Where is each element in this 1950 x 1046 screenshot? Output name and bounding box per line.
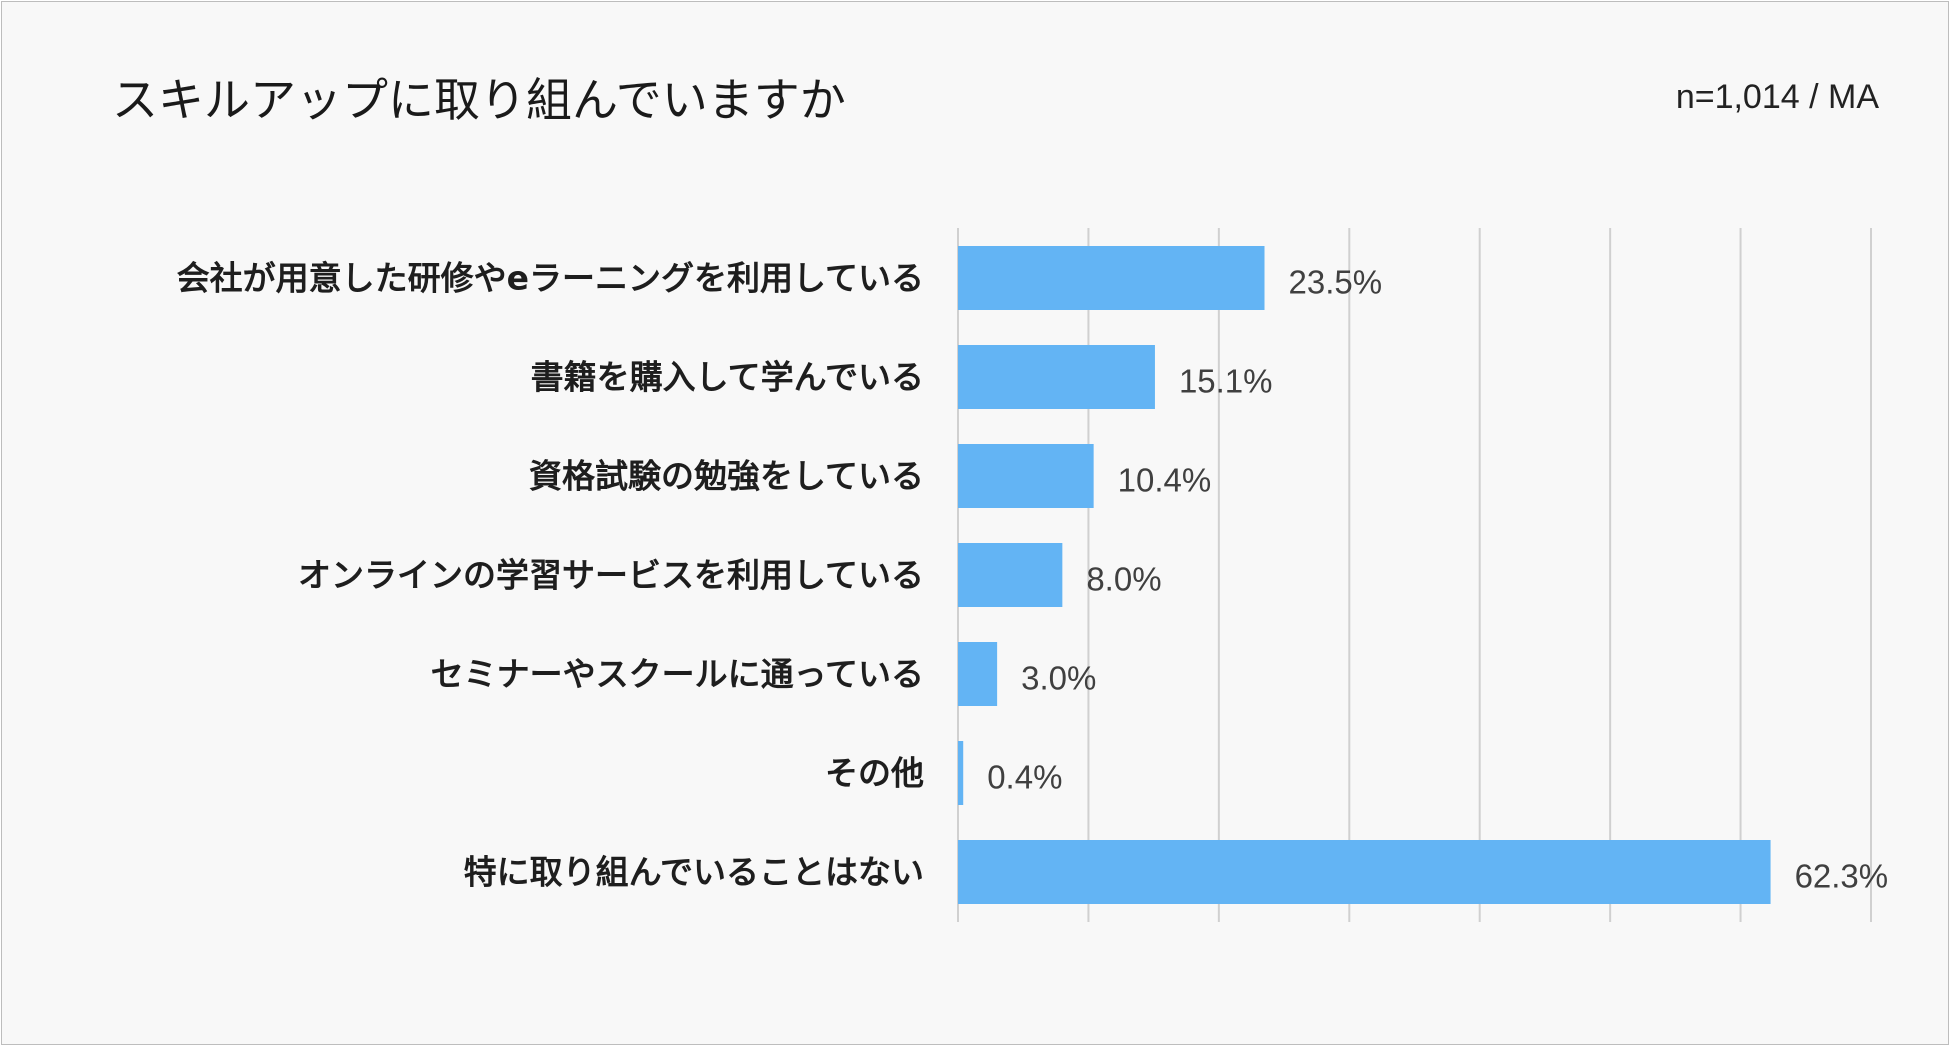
bar	[958, 741, 964, 805]
category-label: 会社が用意した研修やeラーニングを利用している	[177, 259, 924, 298]
bars	[958, 246, 1771, 904]
chart-title: スキルアップに取り組んでいますか	[112, 73, 846, 127]
category-label: その他	[825, 754, 924, 793]
value-label: 0.4%	[987, 759, 1062, 796]
bar	[958, 444, 1094, 508]
value-labels: 23.5% 15.1% 10.4% 8.0% 3.0% 0.4% 62.3%	[987, 264, 1888, 895]
category-label: 書籍を購入して学んでいる	[531, 358, 924, 397]
category-labels: 会社が用意した研修やeラーニングを利用している書籍を購入して学んでいる資格試験の…	[177, 259, 924, 892]
category-label: セミナーやスクールに通っている	[431, 655, 924, 694]
gridlines	[957, 228, 1872, 922]
value-label: 3.0%	[1021, 660, 1096, 697]
value-label: 15.1%	[1179, 363, 1273, 400]
value-label: 10.4%	[1118, 462, 1212, 499]
bar	[958, 642, 998, 706]
value-label: 8.0%	[1086, 561, 1161, 598]
value-label: 62.3%	[1795, 858, 1889, 895]
bar	[958, 345, 1155, 409]
bar	[958, 246, 1265, 310]
value-label: 23.5%	[1289, 264, 1383, 301]
category-label: 資格試験の勉強をしている	[529, 457, 924, 496]
category-label: 特に取り組んでいることはない	[464, 853, 924, 892]
sample-size-note: n=1,014 / MA	[1675, 78, 1879, 116]
category-label: オンラインの学習サービスを利用している	[298, 556, 924, 595]
bar	[958, 543, 1063, 607]
bar	[958, 840, 1771, 904]
